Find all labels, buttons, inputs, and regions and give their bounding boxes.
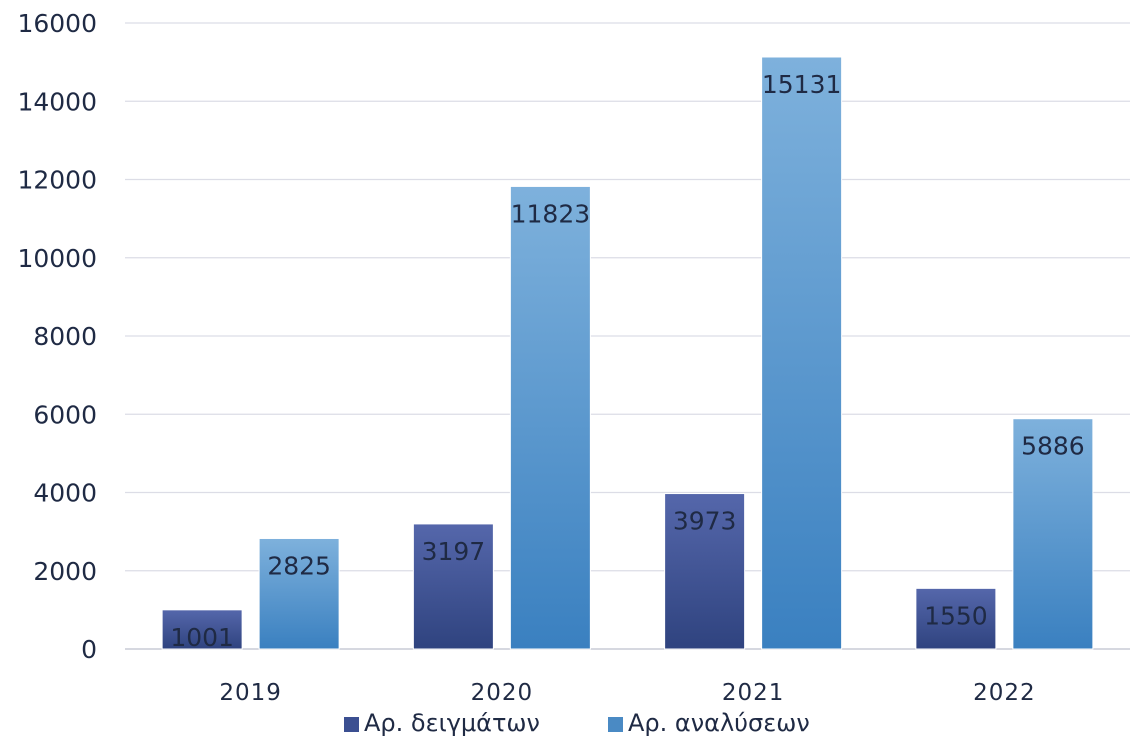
bar bbox=[1012, 418, 1094, 650]
bar bbox=[664, 493, 746, 650]
bar bbox=[915, 587, 997, 650]
legend-swatch bbox=[344, 717, 359, 732]
x-tick-label: 2020 bbox=[471, 680, 534, 706]
y-tick-label: 0 bbox=[81, 635, 97, 664]
y-tick-label: 6000 bbox=[33, 400, 97, 429]
bar bbox=[161, 609, 243, 650]
bar-data-label: 3197 bbox=[422, 537, 486, 566]
bar-data-label: 15131 bbox=[762, 70, 842, 99]
bar bbox=[509, 185, 591, 650]
y-tick-label: 2000 bbox=[33, 557, 97, 586]
bar-data-label: 11823 bbox=[511, 199, 591, 228]
bar-data-label: 2825 bbox=[267, 551, 331, 580]
y-tick-label: 16000 bbox=[17, 9, 97, 38]
y-tick-label: 8000 bbox=[33, 322, 97, 351]
bar-data-label: 1001 bbox=[170, 623, 234, 652]
bar bbox=[258, 537, 340, 650]
x-tick-label: 2021 bbox=[722, 680, 785, 706]
legend-label: Αρ. αναλύσεων bbox=[628, 709, 810, 737]
y-tick-label: 10000 bbox=[17, 244, 97, 273]
legend-swatch bbox=[608, 717, 623, 732]
legend-label: Αρ. δειγμάτων bbox=[364, 709, 540, 737]
bar bbox=[412, 523, 494, 650]
y-axis: 0 2000 4000 6000 8000 10000 12000 14000 16000 bbox=[17, 9, 97, 664]
legend: Αρ. δειγμάτων Αρ. αναλύσεων bbox=[344, 709, 810, 737]
y-tick-label: 14000 bbox=[17, 87, 97, 116]
y-tick-label: 12000 bbox=[17, 166, 97, 195]
bar-data-label: 1550 bbox=[924, 601, 988, 630]
bars bbox=[161, 56, 1094, 650]
bar bbox=[761, 56, 843, 650]
x-axis: 2019 2020 2021 2022 bbox=[219, 680, 1036, 706]
bar-data-label: 3973 bbox=[673, 507, 737, 536]
y-tick-label: 4000 bbox=[33, 479, 97, 508]
x-tick-label: 2022 bbox=[973, 680, 1036, 706]
x-tick-label: 2019 bbox=[219, 680, 282, 706]
bar-data-labels: 1001 2825 3197 11823 3973 15131 1550 5886 bbox=[170, 70, 1084, 652]
bar-data-label: 5886 bbox=[1021, 432, 1085, 461]
